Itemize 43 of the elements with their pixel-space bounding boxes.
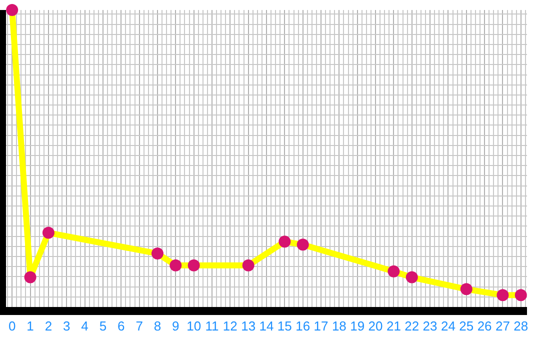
x-tick-label: 21 xyxy=(386,318,401,334)
x-tick-label: 14 xyxy=(259,318,274,334)
x-tick-label: 20 xyxy=(368,318,383,334)
x-tick-label: 13 xyxy=(241,318,256,334)
x-tick-label: 6 xyxy=(118,318,125,334)
x-tick-label: 28 xyxy=(514,318,528,334)
x-tick-label: 17 xyxy=(314,318,328,334)
point xyxy=(151,248,164,260)
point xyxy=(496,289,509,302)
point xyxy=(388,265,400,278)
point xyxy=(460,283,472,296)
x-tick-label: 2 xyxy=(44,318,52,334)
point xyxy=(296,238,309,251)
x-tick-label: 15 xyxy=(277,318,292,334)
point xyxy=(188,259,200,272)
x-tick-label: 1 xyxy=(26,318,34,334)
x-tick-label: 8 xyxy=(154,318,162,334)
x-tick-label: 9 xyxy=(172,318,180,334)
point xyxy=(170,259,182,272)
x-tick-label: 26 xyxy=(477,318,492,334)
x-tick-label: 25 xyxy=(459,318,474,334)
x-tick-label: 22 xyxy=(404,318,420,334)
point xyxy=(242,259,254,272)
x-tick-label: 24 xyxy=(440,318,456,334)
x-tick-label: 5 xyxy=(99,318,107,334)
x-tick-label: 3 xyxy=(63,318,70,334)
x-tick-label: 12 xyxy=(222,318,238,334)
x-tick-label: 10 xyxy=(186,318,202,334)
point xyxy=(24,271,36,284)
x-tick-label: 7 xyxy=(136,318,143,334)
x-tick-label: 0 xyxy=(8,318,16,334)
point xyxy=(42,226,54,239)
x-tick-label: 16 xyxy=(296,318,310,334)
point xyxy=(278,236,291,248)
x-tick-label: 18 xyxy=(332,318,346,334)
x-tick-label: 4 xyxy=(81,318,88,334)
x-tick-label: 11 xyxy=(205,318,219,334)
point xyxy=(6,4,18,16)
point xyxy=(406,271,418,284)
x-tick-label: 27 xyxy=(495,318,510,334)
point xyxy=(514,289,527,302)
x-tick-label: 19 xyxy=(350,318,365,334)
x-tick-label: 23 xyxy=(422,318,438,334)
